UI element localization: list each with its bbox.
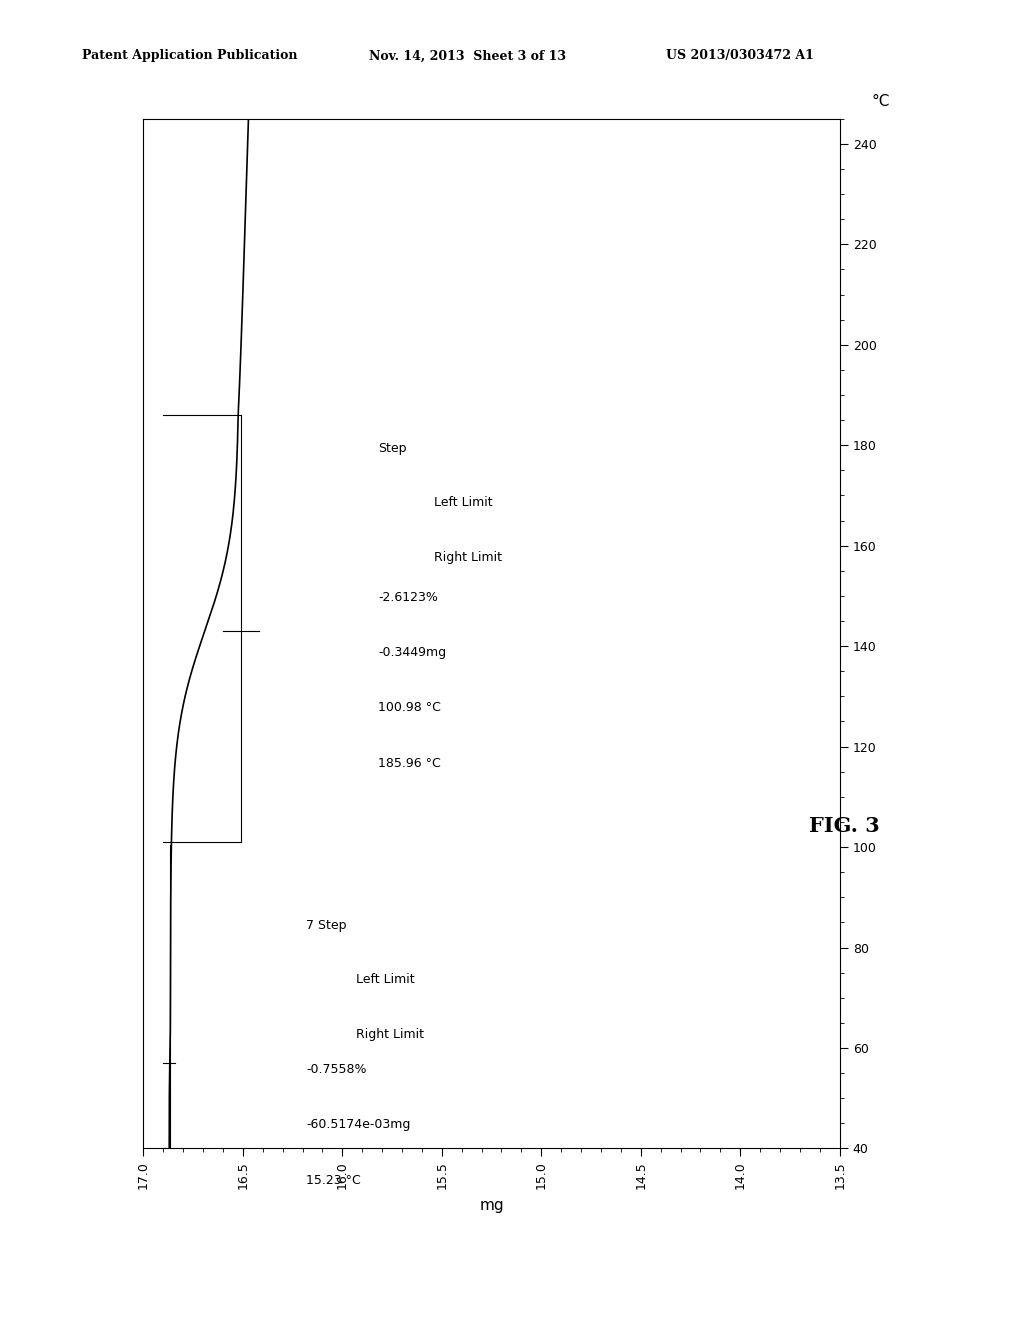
Text: 7 Step: 7 Step <box>306 920 347 932</box>
Text: -0.3449mg: -0.3449mg <box>378 647 446 659</box>
Text: Left Limit: Left Limit <box>356 973 415 986</box>
Text: 100.98 °C: 100.98 °C <box>378 701 441 714</box>
X-axis label: mg: mg <box>479 1197 504 1213</box>
Text: Right Limit: Right Limit <box>356 1028 424 1041</box>
Text: °C: °C <box>871 94 890 108</box>
Text: Nov. 14, 2013  Sheet 3 of 13: Nov. 14, 2013 Sheet 3 of 13 <box>369 49 565 62</box>
Text: FIG. 3: FIG. 3 <box>809 816 880 836</box>
Text: Right Limit: Right Limit <box>434 550 502 564</box>
Text: Patent Application Publication: Patent Application Publication <box>82 49 297 62</box>
Text: US 2013/0303472 A1: US 2013/0303472 A1 <box>666 49 813 62</box>
Text: Step: Step <box>378 442 407 455</box>
Text: Left Limit: Left Limit <box>434 495 493 508</box>
Text: -60.5174e-03mg: -60.5174e-03mg <box>306 1118 411 1131</box>
Text: -2.6123%: -2.6123% <box>378 591 438 605</box>
Text: -0.7558%: -0.7558% <box>306 1063 367 1076</box>
Text: 15.23 °C: 15.23 °C <box>306 1173 361 1187</box>
Text: 185.96 °C: 185.96 °C <box>378 756 441 770</box>
